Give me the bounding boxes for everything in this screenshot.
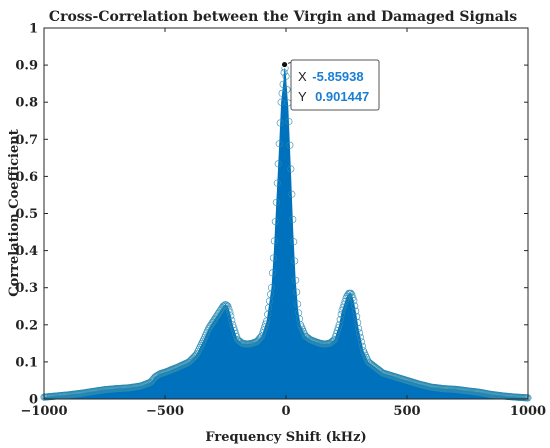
data-point [293,288,301,296]
datatip-box [290,59,380,111]
data-point [287,165,295,173]
data-point [277,98,285,106]
datatip[interactable]: X -5.85938 Y 0.901447 [280,59,380,111]
data-point [355,324,363,333]
data-point [265,304,273,312]
data-point [271,218,279,226]
data-point [286,141,294,149]
x-tick-label: 0 [281,404,290,419]
data-point [266,290,275,298]
axis-ticks: −1000 −500 0 500 1000 0 0.1 0.2 0.3 0.4 0.5 0.6 0.7 0… [15,22,546,420]
data-point [267,284,276,292]
data-point [262,320,270,328]
data-point [195,345,203,354]
data-point [193,349,201,358]
data-point [289,215,297,223]
data-point [272,198,280,206]
stem-markers [40,64,532,402]
data-point [336,316,344,324]
data-point [337,310,345,318]
data-point [273,179,281,187]
data-point [197,342,205,350]
data-point [294,300,302,308]
data-point [278,89,286,97]
data-point [282,72,290,80]
data-point [263,317,271,325]
data-point [269,254,277,262]
data-point [199,338,207,346]
data-point [276,119,284,127]
data-point [198,340,206,348]
y-tick-label: 0.5 [15,207,38,222]
y-tick-label: 0.4 [15,244,38,259]
stem-fill [44,64,528,399]
data-point [357,338,366,346]
data-point [356,329,364,337]
data-point [270,237,278,245]
data-point [349,294,357,302]
data-point [351,302,359,310]
datatip-x-row: X -5.85938 [298,69,364,84]
data-point [292,276,300,284]
data-point [265,297,274,305]
data-point [257,333,265,341]
plot-area [40,64,532,402]
data-point [192,351,200,359]
data-point [358,342,367,350]
data-point [283,86,291,94]
y-tick-label: 0.1 [15,355,38,370]
data-point [285,117,293,126]
data-point [347,289,355,297]
data-point [295,315,304,323]
data-point [335,321,343,329]
data-point [226,308,234,316]
y-tick-label: 1 [29,22,38,37]
data-point [228,316,236,324]
datatip-y-value: 0.901447 [315,89,369,104]
x-tick-label: −1000 [20,404,67,419]
y-tick-label: 0.9 [15,59,38,74]
chart-title: Cross-Correlation between the Virgin and… [49,9,517,25]
datatip-y-label: Y [298,89,307,104]
data-point [225,305,233,313]
data-point [352,307,360,315]
data-point [354,319,362,327]
data-point [196,343,204,352]
data-point [279,80,287,88]
datatip-x-label: X [298,69,307,84]
y-tick-label: 0.7 [15,133,38,148]
data-point [341,297,349,305]
x-tick-label: 500 [393,404,420,419]
y-tick-label: 0.6 [15,170,38,185]
data-point [288,190,296,198]
data-point [194,347,202,356]
data-point [291,257,299,265]
data-point [274,160,282,168]
data-point [275,140,283,148]
data-point [350,297,358,305]
y-tick-label: 0.3 [15,281,38,296]
data-point [295,309,303,317]
x-axis-label: Frequency Shift (kHz) [205,430,366,445]
x-tick-label: −500 [146,404,184,419]
y-axis-label: Correlation Coefficient [7,129,22,296]
data-point [356,333,365,341]
data-point [280,68,288,77]
data-point [264,310,272,318]
y-tick-label: 0.2 [15,318,38,333]
x-tick-label: 1000 [510,404,546,419]
datatip-marker [280,60,289,69]
data-point [223,301,231,310]
y-tick-label: 0 [29,393,38,408]
data-point [227,312,235,320]
data-point [353,313,361,321]
data-point [290,238,298,246]
y-tick-label: 0.8 [15,96,38,111]
data-point [334,324,342,332]
data-point [268,269,277,277]
data-point [329,336,337,344]
datatip-y-row: Y 0.901447 [298,89,369,104]
datatip-x-value: -5.85938 [312,69,363,84]
